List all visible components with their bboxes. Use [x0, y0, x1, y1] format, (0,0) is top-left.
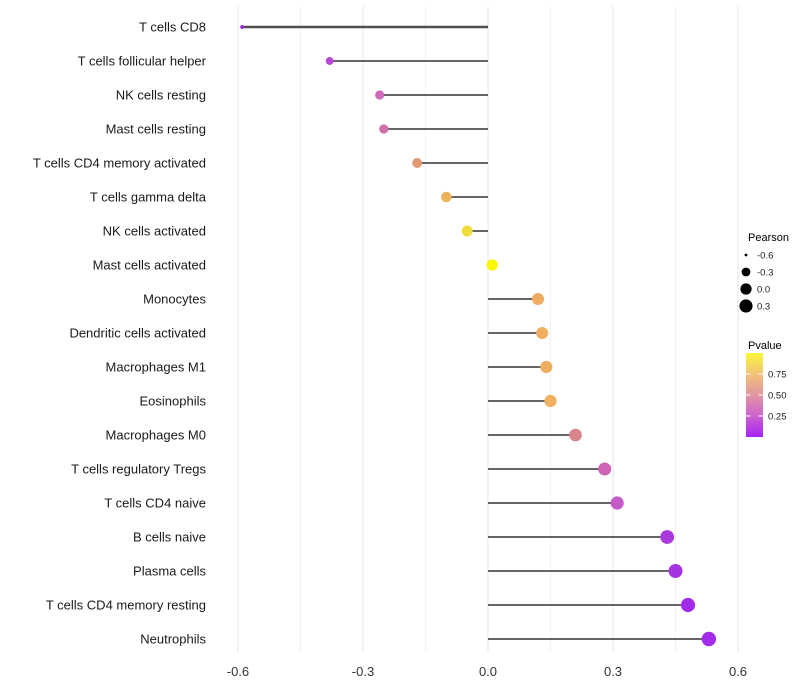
lollipop-dot: [610, 496, 624, 510]
y-axis-label: Monocytes: [143, 292, 206, 307]
lollipop-dot: [379, 124, 389, 134]
pearson-size-legend: Pearson -0.6 -0.3 0.0 0.3: [739, 232, 789, 313]
pvalue-tick-label: 0.75: [768, 370, 787, 381]
lollipop-stems: [242, 25, 709, 640]
x-tick-label: -0.3: [352, 664, 374, 679]
pvalue-legend-title: Pvalue: [748, 340, 782, 352]
y-axis-label: NK cells activated: [103, 224, 206, 239]
lollipop-dot: [375, 90, 385, 100]
pearson-legend-label: -0.6: [757, 251, 773, 262]
y-axis-label: T cells gamma delta: [90, 190, 207, 205]
lollipop-dot: [240, 25, 245, 29]
y-axis-label: T cells CD4 memory resting: [46, 598, 206, 613]
x-tick-label: 0.3: [604, 664, 622, 679]
y-axis-label: Macrophages M1: [106, 360, 206, 375]
y-axis-labels: T cells CD8 T cells follicular helper NK c…: [33, 20, 207, 647]
pvalue-tick-label: 0.25: [768, 412, 787, 423]
lollipop-dot: [701, 631, 717, 647]
y-axis-label: T cells CD8: [139, 20, 206, 35]
y-axis-label: NK cells resting: [116, 88, 206, 103]
y-axis-label: Neutrophils: [140, 632, 206, 647]
lollipop-dot: [668, 564, 683, 578]
y-axis-label: T cells CD4 naive: [104, 496, 206, 511]
y-axis-label: Mast cells activated: [93, 258, 206, 273]
y-axis-label: T cells CD4 memory activated: [33, 156, 206, 171]
y-axis-label: Eosinophils: [140, 394, 207, 409]
pearson-legend-dot: [739, 299, 753, 313]
x-tick-label: 0.0: [479, 664, 497, 679]
lollipop-dots: [240, 25, 717, 647]
pvalue-color-legend: Pvalue 0.75 0.50 0.25: [746, 340, 787, 437]
y-axis-label: B cells naive: [133, 530, 206, 545]
lollipop-dot: [598, 462, 612, 476]
y-axis-label: Macrophages M0: [106, 428, 206, 443]
x-tick-label: 0.6: [729, 664, 747, 679]
lollipop-dot: [660, 530, 675, 544]
lollipop-dot: [544, 394, 557, 408]
lollipop-dot: [536, 326, 549, 340]
lollipop-dot: [441, 191, 452, 203]
x-axis-tick-labels: -0.6 -0.3 0.0 0.3 0.6: [227, 664, 747, 679]
pvalue-tick-label: 0.50: [768, 391, 787, 402]
gridlines: [237, 6, 739, 652]
lollipop-dot: [325, 57, 334, 65]
pearson-legend-title: Pearson: [748, 232, 789, 244]
pvalue-gradient-ticks: [746, 373, 763, 417]
pearson-legend-dot: [741, 267, 751, 277]
lollipop-dot: [680, 597, 696, 613]
y-axis-label: T cells follicular helper: [78, 54, 207, 69]
lollipop-dot: [531, 292, 545, 306]
pearson-legend-label: 0.3: [757, 302, 770, 313]
y-axis-label: T cells regulatory Tregs: [71, 462, 206, 477]
x-tick-label: -0.6: [227, 664, 249, 679]
lollipop-dot: [569, 428, 582, 442]
pearson-legend-dot: [740, 283, 752, 295]
lollipop-dot: [540, 360, 553, 374]
y-axis-label: Dendritic cells activated: [69, 326, 206, 341]
y-axis-label: Plasma cells: [133, 564, 206, 579]
lollipop-dot: [486, 259, 498, 271]
pearson-legend-label: -0.3: [757, 268, 773, 279]
lollipop-dot: [461, 225, 473, 237]
pearson-legend-label: 0.0: [757, 285, 770, 296]
lollipop-dot: [412, 158, 423, 168]
y-axis-label: Mast cells resting: [106, 122, 206, 137]
pearson-legend-dot: [744, 253, 748, 257]
